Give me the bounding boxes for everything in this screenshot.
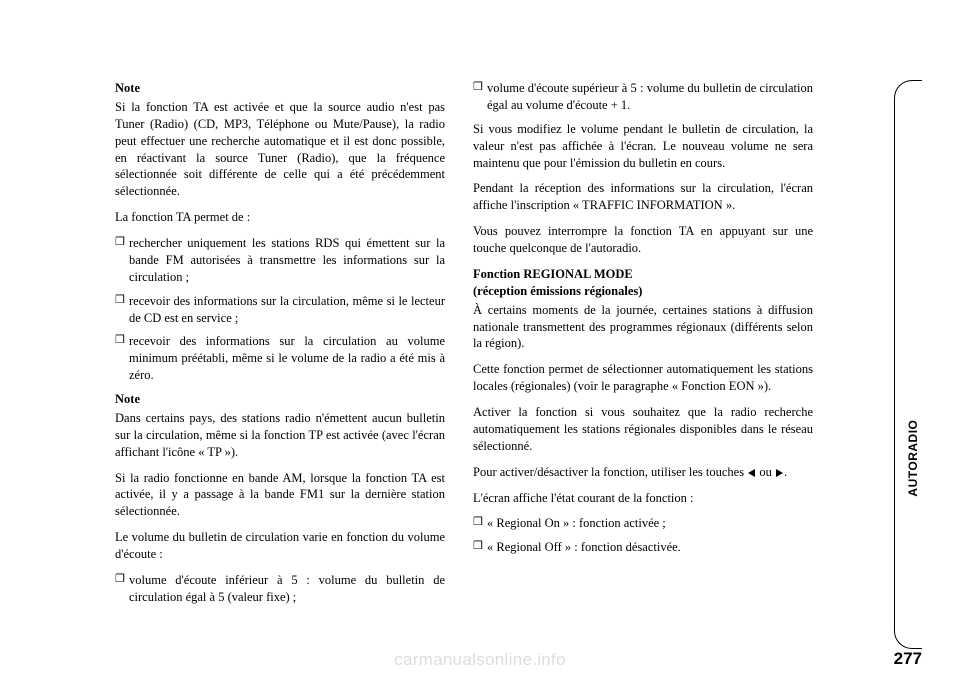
list-item: volume d'écoute inférieur à 5 : volume d… — [115, 572, 445, 606]
paragraph: Le volume du bulletin de circulation var… — [115, 529, 445, 563]
text-fragment: Pour activer/désactiver la fonction, uti… — [473, 465, 747, 479]
paragraph: Si la radio fonctionne en bande AM, lors… — [115, 470, 445, 521]
section-title-line1: Fonction REGIONAL MODE — [473, 267, 633, 281]
column-left: Note Si la fonction TA est activée et qu… — [115, 80, 445, 613]
paragraph: Pendant la réception des informations su… — [473, 180, 813, 214]
list-item: « Regional Off » : fonction désactivée. — [473, 539, 813, 556]
side-tab: AUTORADIO — [894, 80, 922, 649]
list-item: rechercher uniquement les stations RDS q… — [115, 235, 445, 286]
section-title: Fonction REGIONAL MODE (réception émissi… — [473, 266, 813, 300]
paragraph: Si vous modifiez le volume pendant le bu… — [473, 121, 813, 172]
text-fragment: . — [784, 465, 787, 479]
list-item: recevoir des informations sur la circula… — [115, 333, 445, 384]
paragraph: Pour activer/désactiver la fonction, uti… — [473, 464, 813, 481]
note-heading: Note — [115, 80, 445, 97]
page-content: Note Si la fonction TA est activée et qu… — [0, 0, 960, 643]
paragraph: Activer la fonction si vous souhaitez qu… — [473, 404, 813, 455]
paragraph: La fonction TA permet de : — [115, 209, 445, 226]
page-number: 277 — [894, 648, 922, 671]
side-tab-label: AUTORADIO — [905, 419, 921, 496]
left-arrow-icon — [748, 469, 755, 477]
list-item: volume d'écoute supérieur à 5 : volume d… — [473, 80, 813, 114]
list-item: recevoir des informations sur la circula… — [115, 293, 445, 327]
right-arrow-icon — [776, 469, 783, 477]
paragraph: Dans certains pays, des stations radio n… — [115, 410, 445, 461]
section-title-line2: (réception émissions régionales) — [473, 284, 642, 298]
text-fragment: ou — [756, 465, 775, 479]
paragraph: L'écran affiche l'état courant de la fon… — [473, 490, 813, 507]
column-right: volume d'écoute supérieur à 5 : volume d… — [473, 80, 813, 613]
paragraph: À certains moments de la journée, certai… — [473, 302, 813, 353]
paragraph: Cette fonction permet de sélectionner au… — [473, 361, 813, 395]
note-heading: Note — [115, 391, 445, 408]
list-item: « Regional On » : fonction activée ; — [473, 515, 813, 532]
paragraph: Vous pouvez interrompre la fonction TA e… — [473, 223, 813, 257]
watermark: carmanualsonline.info — [394, 649, 566, 672]
paragraph: Si la fonction TA est activée et que la … — [115, 99, 445, 200]
